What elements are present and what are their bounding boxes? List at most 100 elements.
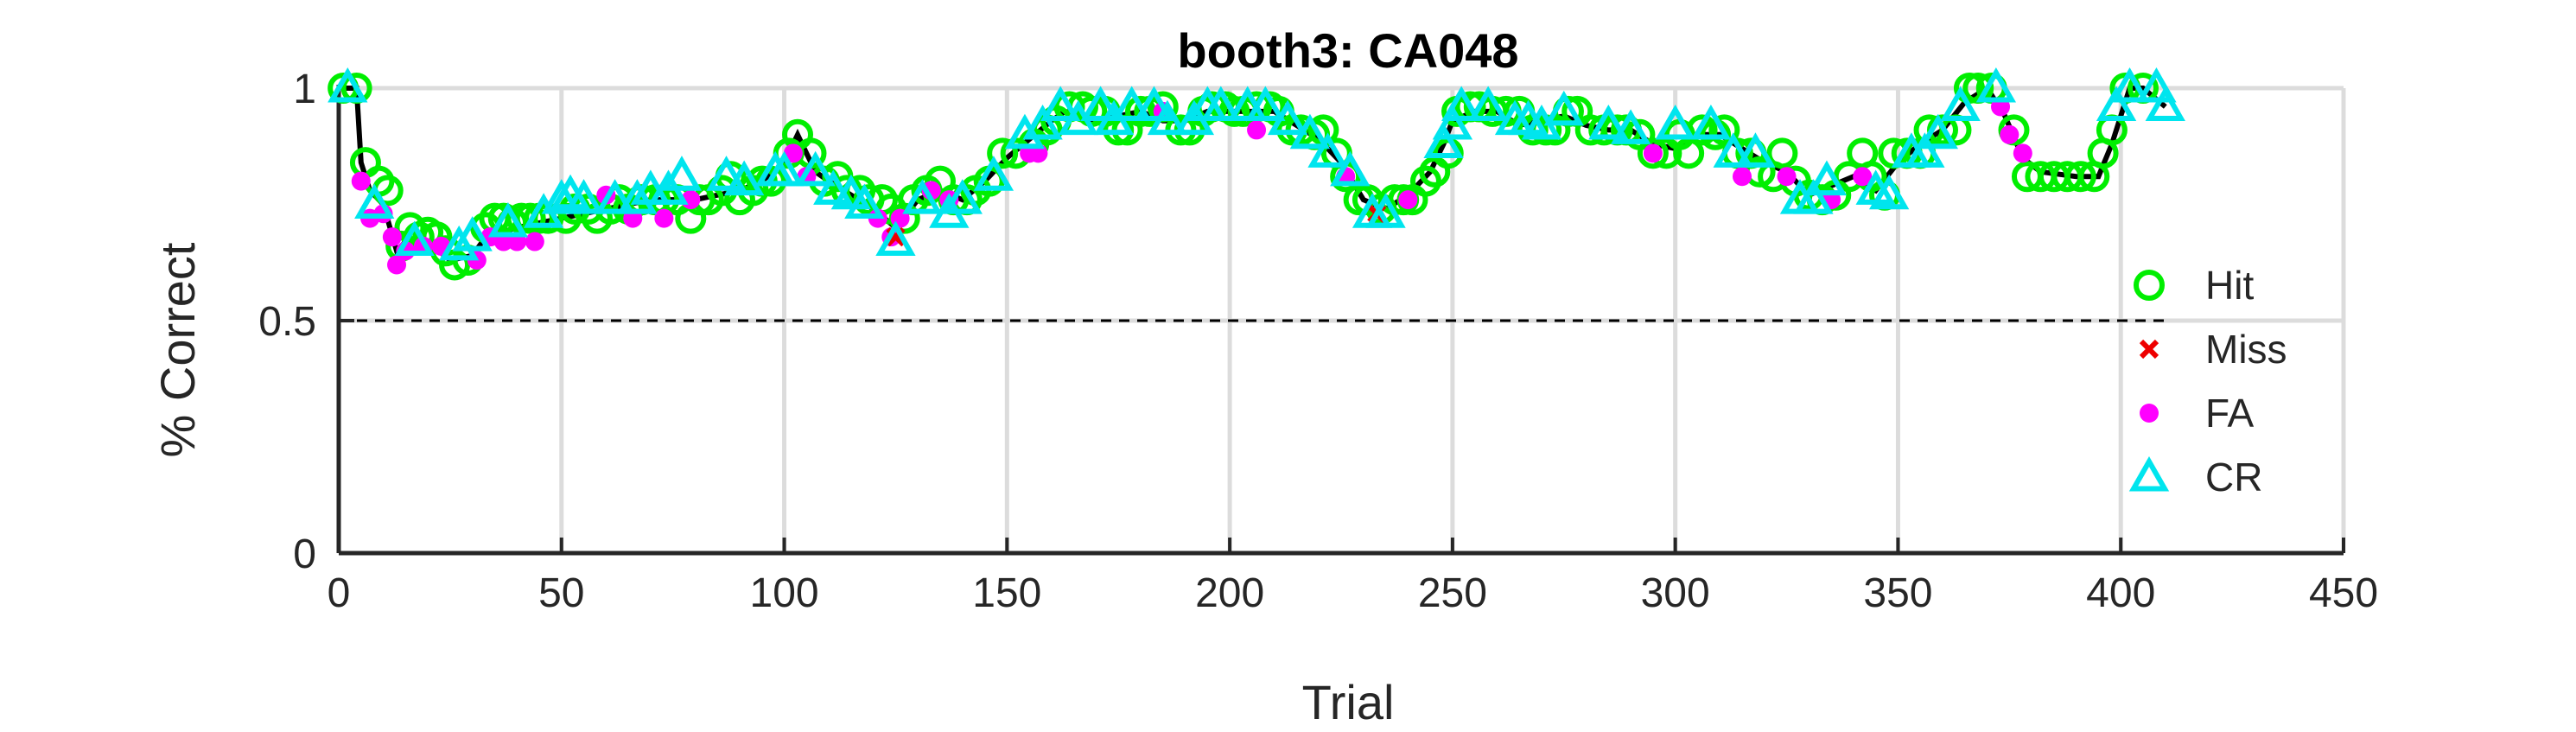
cr-point xyxy=(1735,132,1776,168)
cr-point xyxy=(1655,104,1695,140)
cr-point xyxy=(1793,179,1834,214)
fa-point xyxy=(2013,143,2032,163)
hit-point xyxy=(1673,137,1705,169)
cr-point xyxy=(487,201,529,238)
x-tick-label: 250 xyxy=(1418,570,1487,616)
x-tick-label: 100 xyxy=(750,570,819,616)
fa-point xyxy=(351,171,371,191)
cr-point xyxy=(354,183,395,219)
legend: Hit Miss FA CR xyxy=(2128,263,2287,500)
x-tick-label: 150 xyxy=(972,570,1041,616)
cr-point xyxy=(1040,86,1081,122)
cr-point xyxy=(541,179,582,214)
cr-point xyxy=(1713,132,1753,168)
cr-point xyxy=(1975,67,2017,103)
x-tick-label: 50 xyxy=(538,570,584,616)
fa-point xyxy=(1643,143,1663,163)
cr-point xyxy=(2109,67,2150,103)
cr-point xyxy=(1423,123,1464,159)
cr-point xyxy=(1588,104,1629,140)
x-tick-label: 200 xyxy=(1195,570,1264,616)
fa-point xyxy=(1853,167,1873,187)
cr-point xyxy=(1432,104,1473,140)
fa-point xyxy=(387,255,407,275)
cr-point xyxy=(1905,132,1945,168)
cr-point xyxy=(1147,99,1188,136)
legend-marker-fa xyxy=(2140,404,2159,423)
hit-point xyxy=(987,137,1019,169)
x-tick-label: 350 xyxy=(1863,570,1932,616)
y-tick-label: 1 xyxy=(293,67,316,112)
cr-point xyxy=(1365,193,1406,228)
cr-point xyxy=(661,156,703,191)
cr-point xyxy=(1330,150,1371,187)
legend-label-hit: Hit xyxy=(2205,263,2254,308)
fa-point xyxy=(654,208,674,228)
cr-point xyxy=(617,179,658,214)
fa-point xyxy=(382,227,402,247)
cr-point xyxy=(844,183,885,219)
cr-point xyxy=(1267,99,1308,136)
cr-point xyxy=(563,179,604,214)
y-tick-label: 0 xyxy=(293,531,316,577)
cr-point xyxy=(452,216,493,251)
cr-point xyxy=(595,179,635,214)
hit-point xyxy=(514,202,546,234)
cr-point xyxy=(1004,113,1046,150)
marks xyxy=(328,67,2185,281)
cr-point xyxy=(1806,160,1848,196)
cr-point xyxy=(1200,86,1241,122)
legend-label-miss: Miss xyxy=(2205,327,2287,372)
y-axis-label: % Correct xyxy=(150,242,205,457)
tick-labels: 0 50 100 150 200 250 300 350 400 450 0 0.5 1 xyxy=(258,67,2378,616)
cr-point xyxy=(1111,86,1152,122)
x-tick-label: 0 xyxy=(328,570,351,616)
cr-point xyxy=(1467,86,1509,122)
cr-point xyxy=(875,220,916,257)
cr-point xyxy=(1441,86,1482,122)
cr-point xyxy=(1543,90,1584,126)
legend-label-cr: CR xyxy=(2205,455,2262,500)
hit-point xyxy=(1953,73,1985,104)
cr-point xyxy=(706,156,747,191)
hit-point xyxy=(394,212,426,244)
cr-point xyxy=(902,179,943,214)
cr-point xyxy=(942,179,983,214)
cr-point xyxy=(1289,113,1331,150)
cr-point xyxy=(439,225,480,261)
hit-point xyxy=(1708,114,1740,146)
cr-point xyxy=(1690,104,1732,140)
fa-point xyxy=(525,232,544,251)
fa-point xyxy=(1777,167,1797,187)
x-axis-label: Trial xyxy=(1302,675,1395,729)
cr-point xyxy=(1022,104,1063,140)
hit-point xyxy=(1766,137,1798,169)
cr-point xyxy=(1918,113,1959,150)
fa-point xyxy=(783,143,803,163)
cr-point xyxy=(2096,86,2137,122)
hit-point xyxy=(1637,137,1669,169)
cr-point xyxy=(1307,132,1348,168)
chart-title: booth3: CA048 xyxy=(1177,23,1518,78)
x-tick-label: 300 xyxy=(1641,570,1710,616)
fa-point xyxy=(1398,190,1418,210)
fa-point xyxy=(1247,120,1267,140)
cr-point xyxy=(328,67,368,103)
hit-point xyxy=(2064,161,2096,193)
x-tick-label: 400 xyxy=(2086,570,2155,616)
cr-point xyxy=(394,220,435,257)
fa-point xyxy=(2000,124,2019,144)
cr-point xyxy=(723,160,765,196)
cr-point xyxy=(813,169,854,205)
cr-point xyxy=(795,150,836,187)
legend-marker-cr xyxy=(2128,455,2170,492)
cr-point xyxy=(1134,86,1174,122)
cr-point xyxy=(973,156,1014,191)
legend-label-fa: FA xyxy=(2205,391,2255,436)
legend-marker-miss xyxy=(2139,339,2159,360)
hit-point xyxy=(439,249,471,281)
legend-marker-hit xyxy=(2134,270,2165,301)
cr-point xyxy=(1868,174,1910,210)
cr-point xyxy=(764,150,805,187)
